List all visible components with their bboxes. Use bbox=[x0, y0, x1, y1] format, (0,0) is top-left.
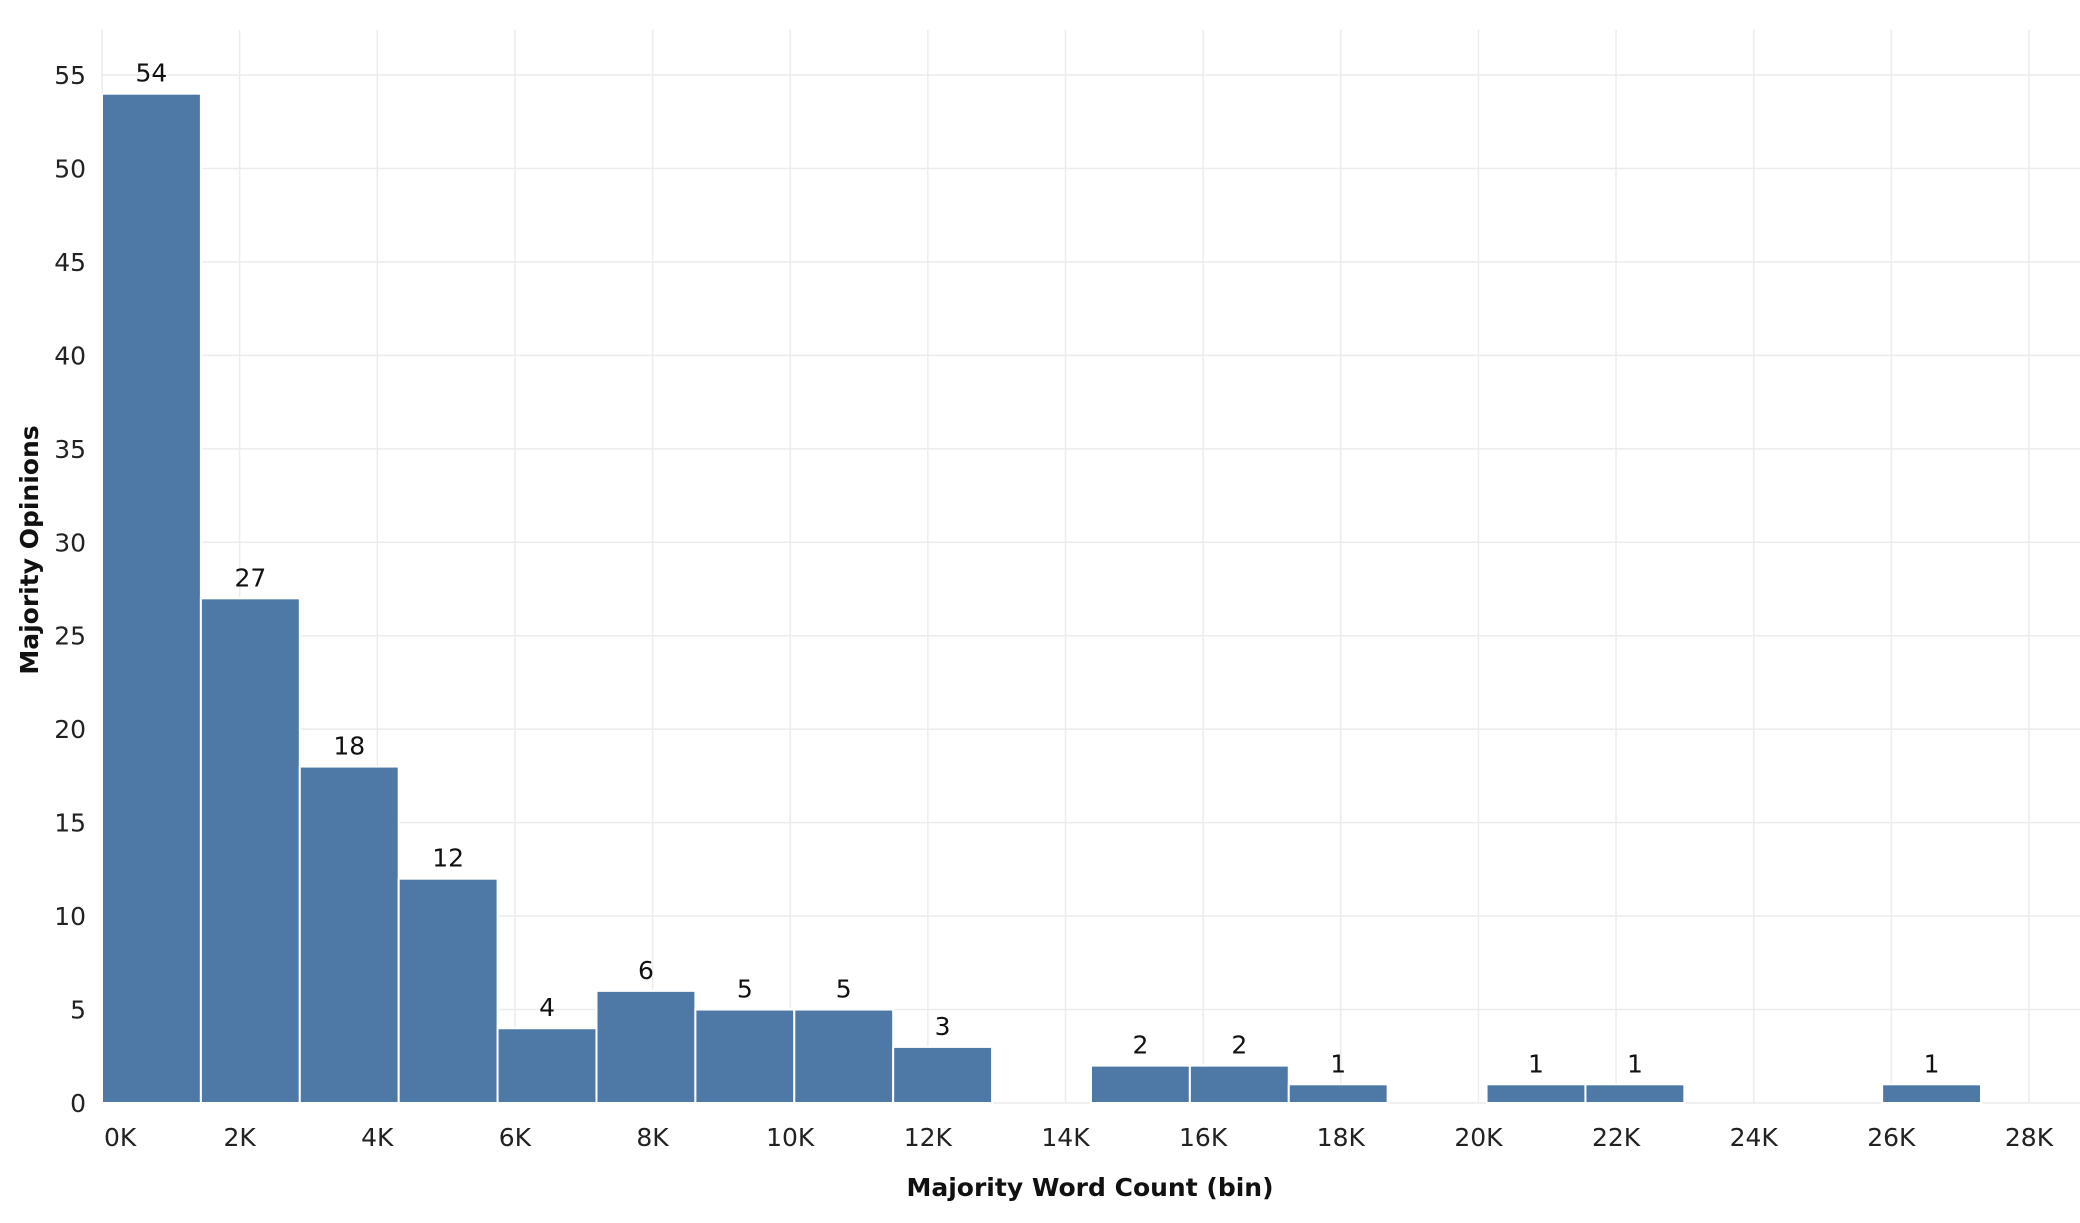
x-tick-label: 24K bbox=[1730, 1123, 1779, 1152]
bar-value-label: 1 bbox=[1330, 1049, 1346, 1078]
histogram-bar bbox=[892, 1045, 994, 1104]
y-tick-label: 0 bbox=[70, 1089, 86, 1118]
bar-value-label: 1 bbox=[1528, 1049, 1544, 1078]
y-tick-label: 15 bbox=[54, 809, 86, 838]
histogram-bar bbox=[595, 989, 697, 1105]
x-tick-label: 12K bbox=[904, 1123, 953, 1152]
x-tick-label: 16K bbox=[1179, 1123, 1228, 1152]
bar-value-label: 18 bbox=[333, 732, 365, 761]
y-tick-label: 30 bbox=[54, 528, 86, 557]
y-tick-label: 55 bbox=[54, 61, 86, 90]
bar-value-label: 1 bbox=[1627, 1049, 1643, 1078]
y-tick-label: 5 bbox=[70, 996, 86, 1025]
histogram-bar bbox=[1881, 1083, 1983, 1104]
y-tick-label: 40 bbox=[54, 341, 86, 370]
x-axis-ticks: 0K 2K 4K 6K 8K 10K 12K 14K 16K 18K 20K 22K 24K 26K 28K bbox=[104, 1123, 2054, 1152]
bar-value-label: 4 bbox=[539, 993, 555, 1022]
x-tick-label: 6K bbox=[499, 1123, 532, 1152]
y-tick-label: 45 bbox=[54, 248, 86, 277]
bar-value-label: 27 bbox=[234, 563, 266, 592]
bar-value-label: 2 bbox=[1231, 1031, 1247, 1060]
histogram-bar bbox=[199, 597, 301, 1104]
x-tick-label: 2K bbox=[223, 1123, 256, 1152]
histogram-bar bbox=[1188, 1064, 1290, 1104]
histogram-bar bbox=[397, 877, 499, 1105]
bar-value-label: 5 bbox=[737, 975, 753, 1004]
histogram-bar bbox=[694, 1008, 796, 1105]
histogram-bar bbox=[793, 1008, 895, 1105]
y-tick-label: 35 bbox=[54, 435, 86, 464]
x-tick-label: 28K bbox=[2005, 1123, 2054, 1152]
bar-value-label: 5 bbox=[836, 975, 852, 1004]
histogram-bar bbox=[1089, 1064, 1191, 1104]
y-tick-label: 10 bbox=[54, 902, 86, 931]
x-tick-label: 22K bbox=[1592, 1123, 1641, 1152]
y-tick-label: 50 bbox=[54, 154, 86, 183]
x-tick-label: 10K bbox=[766, 1123, 815, 1152]
bar-value-label: 54 bbox=[136, 59, 168, 88]
bar-value-label: 12 bbox=[432, 844, 464, 873]
bars bbox=[101, 92, 1983, 1105]
histogram-bar bbox=[1287, 1083, 1389, 1104]
bar-value-label: 6 bbox=[638, 956, 654, 985]
histogram-bar bbox=[101, 92, 202, 1104]
y-axis-ticks: 0 5 10 15 20 25 30 35 40 45 50 55 bbox=[54, 61, 86, 1118]
histogram-bar bbox=[1485, 1083, 1587, 1104]
y-axis-title: Majority Opinions bbox=[15, 425, 44, 674]
histogram-bar bbox=[1584, 1083, 1686, 1104]
bar-value-label: 1 bbox=[1924, 1049, 1940, 1078]
x-axis-title: Majority Word Count (bin) bbox=[906, 1173, 1273, 1202]
data-labels: 54 27 18 12 4 6 5 5 3 2 2 1 1 1 1 bbox=[136, 59, 1940, 1079]
y-tick-label: 20 bbox=[54, 715, 86, 744]
y-tick-label: 25 bbox=[54, 622, 86, 651]
bar-value-label: 2 bbox=[1132, 1031, 1148, 1060]
x-tick-label: 4K bbox=[361, 1123, 394, 1152]
x-tick-label: 0K bbox=[104, 1123, 137, 1152]
histogram-bar bbox=[298, 765, 400, 1105]
bar-value-label: 3 bbox=[935, 1012, 951, 1041]
histogram-bar bbox=[496, 1027, 598, 1104]
x-tick-label: 8K bbox=[636, 1123, 669, 1152]
x-tick-label: 18K bbox=[1317, 1123, 1366, 1152]
x-tick-label: 26K bbox=[1867, 1123, 1916, 1152]
x-tick-label: 20K bbox=[1454, 1123, 1503, 1152]
x-tick-label: 14K bbox=[1041, 1123, 1090, 1152]
